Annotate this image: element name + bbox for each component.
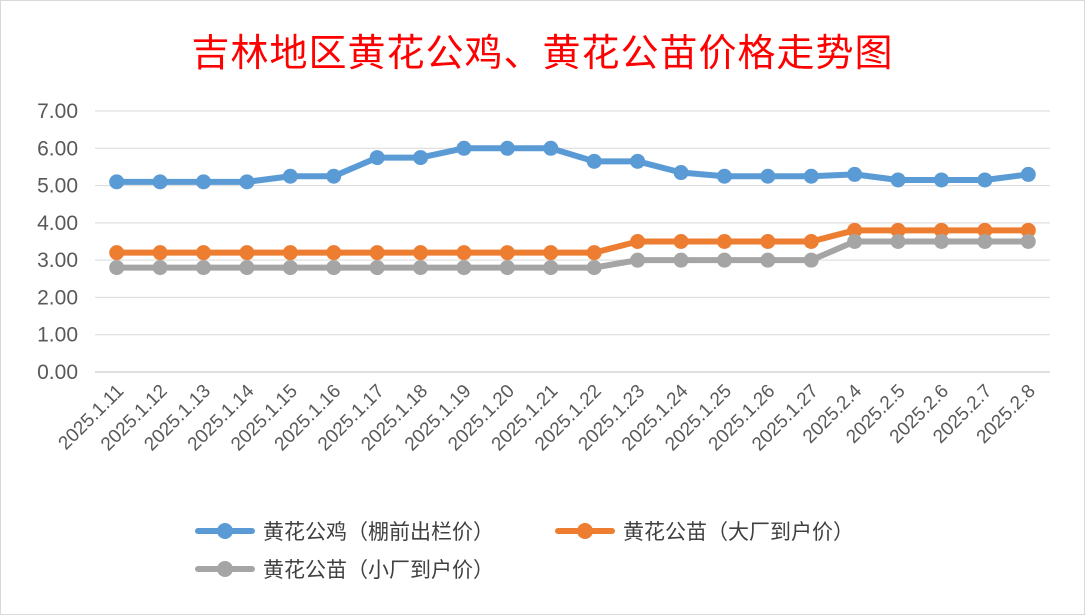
series-0-point: [933, 172, 949, 188]
legend-marker: [217, 523, 233, 539]
series-2-point: [977, 234, 993, 249]
legend-label: 黄花公苗（小厂到户价）: [263, 558, 494, 582]
chart-title: 吉林地区黄花公鸡、黄花公苗价格走势图: [191, 31, 894, 75]
series-1-point: [586, 245, 602, 261]
series-0-point: [239, 174, 255, 190]
legend-label: 黄花公鸡（棚前出栏价）: [263, 520, 494, 544]
series-2-point: [413, 260, 429, 276]
legend-item-series-2[interactable]: 黄花公苗（小厂到户价）: [195, 554, 494, 584]
series-line-2: [113, 238, 1032, 271]
series-2-point: [196, 260, 212, 276]
series-line-1: [113, 227, 1032, 256]
series-2-point: [890, 234, 906, 249]
series-0-point: [630, 153, 646, 169]
series-0-point: [196, 174, 212, 190]
series-2-point: [239, 260, 255, 276]
y-tick-label: 1.00: [37, 324, 78, 347]
series-1-point: [239, 245, 255, 261]
series-0-point: [716, 168, 732, 184]
series-2-point: [369, 260, 385, 276]
series-2-point: [282, 260, 298, 276]
legend-label: 黄花公苗（大厂到户价）: [623, 520, 854, 544]
y-tick-label: 7.00: [37, 100, 78, 123]
series-0-point: [326, 168, 342, 184]
series-2-point: [760, 252, 776, 268]
series-0-point: [673, 165, 689, 181]
series-1-point: [326, 245, 342, 261]
series-2-point: [152, 260, 168, 276]
series-0-point: [282, 168, 298, 184]
series-0-point: [847, 166, 863, 182]
series-points: [109, 140, 1036, 276]
series-1-point: [456, 245, 472, 261]
series-2-point: [630, 252, 646, 268]
series-2-point: [1020, 234, 1036, 249]
series-1-point: [803, 234, 819, 249]
legend-item-series-0[interactable]: 黄花公鸡（棚前出栏价）: [195, 516, 494, 546]
series-1-point: [196, 245, 212, 261]
series-0-point: [977, 172, 993, 188]
series-2-point: [499, 260, 515, 276]
y-tick-label: 5.00: [37, 175, 78, 198]
series-0-point: [760, 168, 776, 184]
y-tick-label: 3.00: [37, 249, 78, 272]
series-2-point: [847, 234, 863, 249]
series-2-point: [456, 260, 472, 276]
series-2-point: [716, 252, 732, 268]
series-1-point: [1020, 222, 1036, 238]
series-0-point: [109, 174, 125, 190]
legend-swatch-series-2: [195, 554, 255, 584]
series-0-point: [586, 153, 602, 169]
y-tick-label: 6.00: [37, 137, 78, 160]
series-0-point: [499, 140, 515, 156]
legend-swatch-series-0: [195, 516, 255, 546]
series-1-point: [847, 222, 863, 238]
series-2-point: [326, 260, 342, 276]
series-0-point: [1020, 166, 1036, 182]
series-0-point: [413, 150, 429, 166]
series-2-point: [109, 260, 125, 276]
x-axis-ticks: 2025.1.112025.1.122025.1.132025.1.142025…: [55, 380, 1040, 455]
series-1-point: [152, 245, 168, 261]
series-2-point: [673, 252, 689, 268]
series-0-point: [456, 140, 472, 156]
series-2-point: [586, 260, 602, 276]
legend-item-series-1[interactable]: 黄花公苗（大厂到户价）: [555, 516, 854, 546]
series-2-point: [543, 260, 559, 276]
y-tick-label: 2.00: [37, 286, 78, 309]
series-0-point: [152, 174, 168, 190]
series-1-point: [890, 222, 906, 238]
series-1-point: [933, 222, 949, 238]
series-1-point: [760, 234, 776, 249]
series-1-point: [109, 245, 125, 261]
y-tick-label: 0.00: [37, 361, 78, 384]
series-1-point: [673, 234, 689, 249]
series-line-0: [113, 145, 1032, 185]
y-tick-label: 4.00: [37, 212, 78, 235]
series-2-point: [803, 252, 819, 268]
legend-marker: [217, 561, 233, 577]
series-1-point: [369, 245, 385, 261]
series-1-point: [499, 245, 515, 261]
series-2-point: [933, 234, 949, 249]
series-0-point: [890, 172, 906, 188]
series-1-point: [716, 234, 732, 249]
series-0-point: [803, 168, 819, 184]
legend-swatch-series-1: [555, 516, 615, 546]
y-axis-ticks: 0.00 1.00 2.00 3.00 4.00 5.00 6.00 7.00: [37, 100, 78, 384]
series-1-point: [543, 245, 559, 261]
series-1-point: [282, 245, 298, 261]
series-0-point: [369, 150, 385, 166]
series-1-point: [630, 234, 646, 249]
gridlines: [95, 110, 1050, 373]
series-1-point: [977, 222, 993, 238]
series-lines: [113, 145, 1032, 271]
legend-marker: [577, 523, 593, 539]
series-0-point: [543, 140, 559, 156]
series-1-point: [413, 245, 429, 261]
